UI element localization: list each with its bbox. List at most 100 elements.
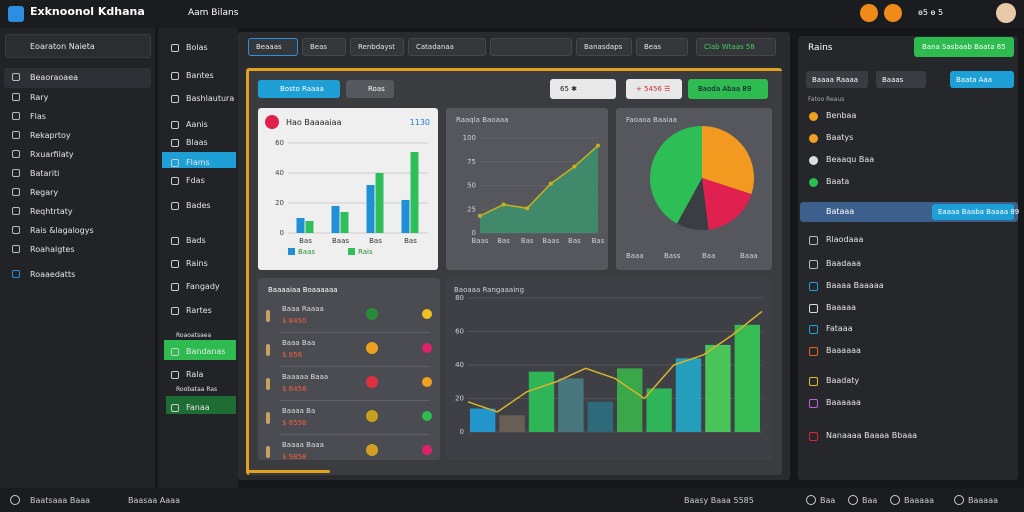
- subnav-item[interactable]: Bantes: [186, 71, 214, 80]
- footer-link[interactable]: Baaaaa: [904, 496, 934, 505]
- list-icon: [266, 310, 270, 322]
- subnav-item[interactable]: Bades: [186, 201, 211, 210]
- nav-item[interactable]: Regary: [30, 188, 59, 197]
- tab[interactable]: [696, 38, 776, 56]
- right-bar-button-label[interactable]: Eaaaa Baaba Baaaa 89: [938, 208, 1020, 216]
- right-list-item[interactable]: Baaaaaa: [826, 398, 861, 407]
- point: [525, 206, 530, 211]
- legend-swatch: [348, 248, 355, 255]
- tab-label[interactable]: Catadanaa: [416, 43, 454, 51]
- button[interactable]: [346, 80, 394, 98]
- action[interactable]: [688, 79, 768, 99]
- subnav-item[interactable]: Bashlautura: [186, 94, 235, 103]
- right-list-item[interactable]: Baadaty: [826, 376, 860, 385]
- legend-label: Baaa: [626, 252, 644, 260]
- item[interactable]: Baatys: [826, 133, 854, 142]
- nav-item[interactable]: Rxuarfilaty: [30, 150, 74, 159]
- nav-item[interactable]: Roaaedatts: [30, 270, 76, 279]
- dropdown[interactable]: [5, 34, 151, 58]
- right-list-item[interactable]: Baadaaa: [826, 259, 862, 268]
- x-tick-label: Bas: [592, 237, 605, 245]
- nav-item[interactable]: Rary: [30, 93, 49, 102]
- right-button[interactable]: [914, 37, 1014, 57]
- filter[interactable]: [806, 71, 868, 88]
- tab[interactable]: [408, 38, 486, 56]
- footer-link-icon: [848, 495, 858, 505]
- tab[interactable]: [576, 38, 632, 56]
- button-label[interactable]: Bosto Raaaa: [280, 85, 324, 93]
- nav-item[interactable]: Flas: [30, 112, 46, 121]
- subnav-item[interactable]: Fdas: [186, 176, 205, 185]
- notify[interactable]: [884, 4, 902, 22]
- right-list-item[interactable]: Baaaaa: [826, 303, 856, 312]
- tab[interactable]: [302, 38, 346, 56]
- action-label[interactable]: Baoda Abaa 89: [698, 85, 752, 93]
- right-button-label[interactable]: Bana Sasbaab Baata 85: [922, 43, 1006, 51]
- nav-item[interactable]: Roahalgtes: [30, 245, 75, 254]
- tab[interactable]: [636, 38, 688, 56]
- avatar[interactable]: [996, 3, 1016, 23]
- item[interactable]: Benbaa: [826, 111, 857, 120]
- tab-label[interactable]: Banasdaps: [584, 43, 623, 51]
- right-list-item[interactable]: Nanaaaa Baaaa Bbaaa: [826, 431, 918, 440]
- subnav-item[interactable]: Aanis: [186, 120, 208, 129]
- subnav-item[interactable]: Rartes: [186, 306, 212, 315]
- chart-subtitle: 1130: [410, 118, 430, 127]
- tab-label[interactable]: Beas: [644, 43, 662, 51]
- pie-slice: [702, 178, 752, 230]
- chart-title: Baoaaa Rangaaaing: [454, 286, 524, 294]
- footer-link[interactable]: Baaaaa: [968, 496, 998, 505]
- tab-label[interactable]: Beaaas: [256, 43, 282, 51]
- footer-link[interactable]: Baa: [820, 496, 836, 505]
- tab[interactable]: [248, 38, 298, 56]
- filter[interactable]: [876, 71, 926, 88]
- item[interactable]: Baata: [826, 177, 850, 186]
- footer-link-icon: [954, 495, 964, 505]
- list-item: Baaa Baa: [282, 339, 316, 347]
- footer-link[interactable]: Baa: [862, 496, 878, 505]
- right-list-item[interactable]: Rlaodaaa: [826, 235, 864, 244]
- nav-item[interactable]: Beaoraoaea: [30, 73, 79, 82]
- subnav-item[interactable]: Rala: [186, 370, 204, 379]
- tab-label[interactable]: Beas: [310, 43, 328, 51]
- item[interactable]: Beaaqu Baa: [826, 155, 875, 164]
- action-label[interactable]: + 5456 ☰: [636, 85, 671, 93]
- nav-item[interactable]: Batariti: [30, 169, 60, 178]
- filter[interactable]: [950, 71, 1014, 88]
- button-label[interactable]: Roas: [368, 85, 385, 93]
- button[interactable]: [258, 80, 340, 98]
- right-list-item[interactable]: Fataaa: [826, 324, 853, 333]
- subnav-item[interactable]: Bolas: [186, 43, 208, 52]
- item-icon: [809, 134, 818, 143]
- filter-label[interactable]: Baaaa Raaaa: [812, 76, 859, 84]
- subnav-item[interactable]: Rains: [186, 259, 208, 268]
- dropdown-label[interactable]: Eoaraton Naieta: [30, 42, 95, 51]
- action[interactable]: [626, 79, 682, 99]
- subnav-icon: [171, 283, 179, 291]
- nav-item[interactable]: Reqhtrtaty: [30, 207, 73, 216]
- subnav-item[interactable]: Roobataa Ras: [176, 386, 218, 393]
- tab-label[interactable]: Clab Wtaas 58: [704, 43, 755, 51]
- right-list-item[interactable]: Baaaa Baaaaa: [826, 281, 884, 290]
- right-bar-button[interactable]: [932, 204, 1014, 220]
- subnav-item[interactable]: Flams: [186, 158, 210, 167]
- filter-label[interactable]: Baata Aaa: [956, 76, 993, 84]
- right-list-item[interactable]: Baaaaaa: [826, 346, 861, 355]
- nav-item[interactable]: Rais &lagalogys: [30, 226, 94, 235]
- subnav-item[interactable]: Bandanas: [186, 347, 226, 356]
- subnav-item[interactable]: Fanaa: [186, 403, 210, 412]
- nav-item[interactable]: Rekaprtoy: [30, 131, 71, 140]
- action-label[interactable]: 65 ✱: [560, 85, 577, 93]
- subnav-item[interactable]: Roaoatsaea: [176, 332, 212, 339]
- subnav-item[interactable]: Bads: [186, 236, 206, 245]
- filter-label[interactable]: Baaas: [882, 76, 904, 84]
- tab[interactable]: [490, 38, 572, 56]
- subnav-dark-green: [166, 396, 236, 414]
- bar: [675, 358, 702, 432]
- notify[interactable]: [860, 4, 878, 22]
- subnav-item[interactable]: Fangady: [186, 282, 220, 291]
- subnav-item[interactable]: Blaas: [186, 138, 208, 147]
- tab[interactable]: [350, 38, 404, 56]
- tab-label[interactable]: Renbdayst: [358, 43, 396, 51]
- action[interactable]: [550, 79, 616, 99]
